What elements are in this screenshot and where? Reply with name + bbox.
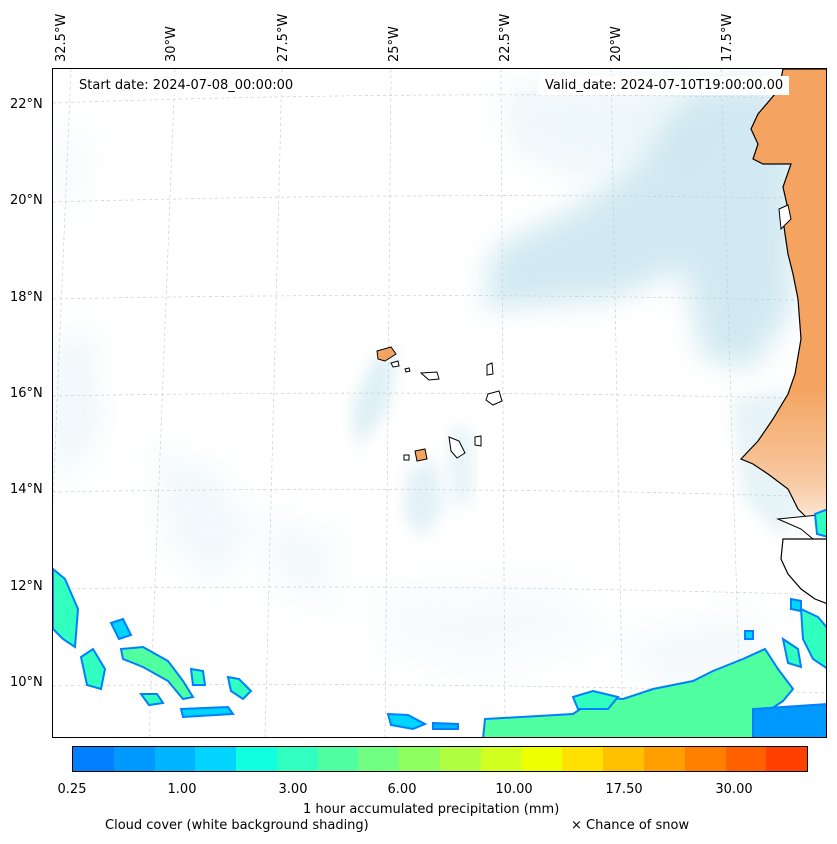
cloud-band-north (503, 69, 693, 179)
precip-cell-8 (386, 712, 428, 731)
lon-label-22-5w: 22.5°W (498, 13, 513, 62)
lon-label-17-5w: 17.5°W (720, 13, 735, 62)
precip-cell-west-edge (53, 567, 80, 649)
precip-cell-1 (79, 647, 107, 691)
island-fogo (414, 448, 428, 462)
guinea-bissau-coast (780, 538, 826, 604)
colorbar-swatch (562, 747, 604, 771)
colorbar-tick-17-50: 17.50 (605, 782, 643, 797)
map-panel[interactable] (52, 68, 827, 738)
cloud-streak-santo-antao (351, 349, 398, 449)
island-santiago (448, 436, 466, 459)
colorbar-swatch (358, 747, 400, 771)
precip-cell-gambia (813, 508, 826, 538)
cloud-streak-fogo (403, 459, 443, 539)
island-santo-antao (376, 346, 397, 362)
island-boa-vista (485, 390, 503, 406)
cloud-cover-shading (53, 69, 813, 689)
cape-verde-islands (376, 346, 503, 462)
colorbar-swatch (684, 747, 726, 771)
precip-cell-2 (109, 617, 133, 641)
colorbar-swatch (195, 747, 237, 771)
island-maio (474, 435, 482, 447)
colorbar-swatch (317, 747, 359, 771)
colorbar-swatch (276, 747, 318, 771)
lon-label-30w: 30°W (164, 26, 179, 62)
precip-cell-3 (119, 645, 195, 701)
colorbar-swatch (73, 747, 114, 771)
parallel-16n (53, 392, 826, 400)
cloud-west-edge (53, 329, 103, 489)
precip-cell-east-1 (799, 607, 826, 669)
precipitation-colorbar (72, 746, 808, 772)
colorbar-swatch (236, 747, 277, 771)
precip-cell-6 (139, 693, 165, 707)
lat-label-14n: 14°N (10, 482, 43, 497)
precip-cell-east-3 (790, 597, 802, 613)
mauritania-senegal-coast (739, 69, 826, 525)
lon-label-20w: 20°W (609, 26, 624, 62)
meridian-30w (148, 69, 176, 737)
precip-cell-7 (179, 705, 235, 719)
lat-label-12n: 12°N (10, 579, 43, 594)
cloud-north-west (53, 129, 93, 209)
lon-label-32-5w: 32.5°W (54, 13, 69, 62)
colorbar-swatch (603, 747, 644, 771)
meridian-20w (610, 69, 624, 737)
colorbar-swatch (521, 747, 563, 771)
start-date-label: Start date: 2024-07-08_00:00:00 (73, 76, 300, 95)
precip-cell-5 (226, 675, 253, 701)
lon-label-25w: 25°W (387, 26, 402, 62)
island-sal (486, 362, 494, 376)
lat-label-18n: 18°N (10, 290, 43, 305)
lat-label-16n: 16°N (10, 386, 43, 401)
cloud-cover-caption: Cloud cover (white background shading) (105, 818, 369, 833)
island-santa-luzia (404, 367, 411, 373)
precip-cell-southeast (752, 703, 826, 737)
precip-cell-east-2 (781, 636, 803, 669)
colorbar-swatch (113, 747, 155, 771)
colorbar-tick-30-00: 30.00 (715, 782, 753, 797)
cloud-west-2 (253, 509, 343, 609)
colorbar-tick-3-00: 3.00 (278, 782, 308, 797)
colorbar-tick-0-25: 0.25 (57, 782, 87, 797)
snow-chance-caption: × Chance of snow (571, 818, 690, 833)
colorbar-swatch (643, 747, 685, 771)
precipitation-cells (53, 508, 826, 737)
colorbar-swatch (725, 747, 767, 771)
island-sao-vicente (390, 360, 400, 368)
lat-label-10n: 10°N (10, 675, 43, 690)
cap-blanc (778, 204, 792, 231)
colorbar-swatch (154, 747, 196, 771)
lat-label-22n: 22°N (10, 97, 43, 112)
precip-cell-east-4 (744, 630, 754, 640)
colorbar-title: 1 hour accumulated precipitation (mm) (303, 802, 560, 817)
lon-label-27-5w: 27.5°W (276, 13, 291, 62)
cloud-west-1 (153, 449, 253, 589)
valid-date-label: Valid_date: 2024-07-10T19:00:00.00 (539, 76, 790, 95)
colorbar-swatch (480, 747, 522, 771)
precip-cell-4 (189, 667, 207, 686)
precip-cell-9 (432, 721, 459, 730)
cloud-south (373, 579, 613, 679)
colorbar-tick-1-00: 1.00 (167, 782, 197, 797)
colorbar-swatch (766, 747, 808, 771)
cloud-band-east (483, 79, 798, 369)
precip-cell-10 (571, 689, 620, 710)
lat-label-20n: 20°N (10, 193, 43, 208)
island-sao-nicolau (419, 371, 440, 381)
african-mainland (739, 69, 826, 604)
meridian-27-5w (264, 69, 283, 737)
colorbar-swatch (440, 747, 481, 771)
colorbar-tick-6-00: 6.00 (387, 782, 417, 797)
island-brava (403, 454, 410, 461)
map-canvas (53, 69, 826, 737)
colorbar-swatch (399, 747, 441, 771)
colorbar-tick-10-00: 10.00 (495, 782, 533, 797)
